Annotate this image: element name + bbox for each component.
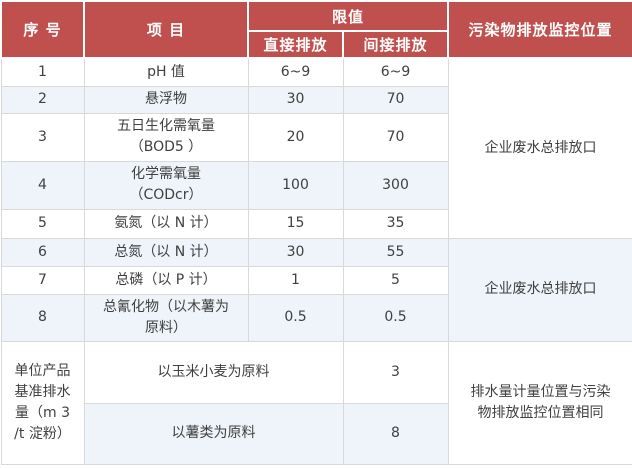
header-item: 项 目 [83, 0, 249, 59]
header-limit: 限值 [246, 0, 450, 32]
cell-raw-material: 以玉米小麦为原料 [83, 340, 344, 404]
cell-serial: 1 [0, 57, 85, 87]
table-row: 3 五日生化需氧量 （BOD5 ） 20 70 [0, 112, 632, 162]
table-row: 以薯类为原料 8 [1, 402, 632, 465]
cell-indirect-limit: 0.5 [342, 293, 449, 342]
cell-item: 总磷（以 P 计） [83, 265, 249, 295]
cell-monitor-location: 企业废水总排放口 [447, 237, 632, 342]
cell-unit-baseline-drainage: 单位产品 基准排水 量（m 3 /t 淀粉） [0, 340, 85, 465]
cell-serial: 6 [0, 237, 85, 267]
cell-indirect-limit: 300 [342, 160, 449, 210]
cell-indirect-limit: 35 [342, 208, 449, 239]
header-direct-discharge: 直接排放 [247, 30, 344, 59]
cell-indirect-limit: 70 [342, 85, 449, 114]
cell-item: 总氮（以 N 计） [83, 237, 249, 267]
cell-serial: 5 [0, 208, 85, 239]
table-row: 4 化学需氧量 （CODcr） 100 300 [0, 160, 632, 210]
cell-serial: 4 [0, 160, 85, 210]
table-row: 1 pH 值 6~9 6~9 企业废水总排放口 [0, 57, 632, 239]
table-row: 7 总磷（以 P 计） 1 5 [0, 265, 632, 295]
header-monitor-location: 污染物排放监控位置 [447, 0, 632, 59]
header-serial: 序 号 [0, 0, 85, 59]
cell-monitor-location: 排水量计量位置与污染 物排放监控位置相同 [447, 340, 632, 465]
cell-item: 氨氮（以 N 计） [83, 208, 249, 239]
cell-item: 总氰化物（以木薯为 原料） [83, 293, 249, 342]
cell-direct-limit: 30 [247, 237, 344, 267]
cell-indirect-limit: 70 [342, 112, 449, 162]
cell-item: pH 值 [83, 57, 249, 87]
table-row: 8 总氰化物（以木薯为 原料） 0.5 0.5 [0, 293, 632, 342]
cell-direct-limit: 30 [247, 85, 344, 114]
table-row: 单位产品 基准排水 量（m 3 /t 淀粉） 以玉米小麦为原料 3 排水量计量位… [0, 340, 632, 465]
cell-raw-material: 以薯类为原料 [83, 402, 344, 465]
cell-drainage-value: 3 [342, 340, 449, 404]
cell-serial: 7 [0, 265, 85, 295]
cell-item: 五日生化需氧量 （BOD5 ） [83, 112, 249, 162]
cell-serial: 2 [0, 85, 85, 114]
cell-direct-limit: 6~9 [247, 57, 344, 87]
cell-drainage-value: 8 [342, 402, 449, 465]
header-row-2: 直接排放 间接排放 [1, 30, 632, 59]
cell-direct-limit: 15 [247, 208, 344, 239]
cell-direct-limit: 1 [247, 265, 344, 295]
cell-serial: 8 [0, 293, 85, 342]
cell-serial: 3 [0, 112, 85, 162]
cell-item: 化学需氧量 （CODcr） [83, 160, 249, 210]
cell-direct-limit: 100 [247, 160, 344, 210]
cell-indirect-limit: 55 [342, 237, 449, 267]
cell-monitor-location: 企业废水总排放口 [447, 57, 632, 239]
cell-direct-limit: 0.5 [247, 293, 344, 342]
table-row: 2 悬浮物 30 70 [0, 85, 632, 114]
table-row: 6 总氮（以 N 计） 30 55 企业废水总排放口 [0, 237, 632, 342]
cell-item: 悬浮物 [83, 85, 249, 114]
cell-indirect-limit: 6~9 [342, 57, 449, 87]
cell-direct-limit: 20 [247, 112, 344, 162]
cell-indirect-limit: 5 [342, 265, 449, 295]
header-row-1: 序 号 项 目 限值 污染物排放监控位置 [0, 0, 632, 59]
header-indirect-discharge: 间接排放 [341, 30, 450, 59]
